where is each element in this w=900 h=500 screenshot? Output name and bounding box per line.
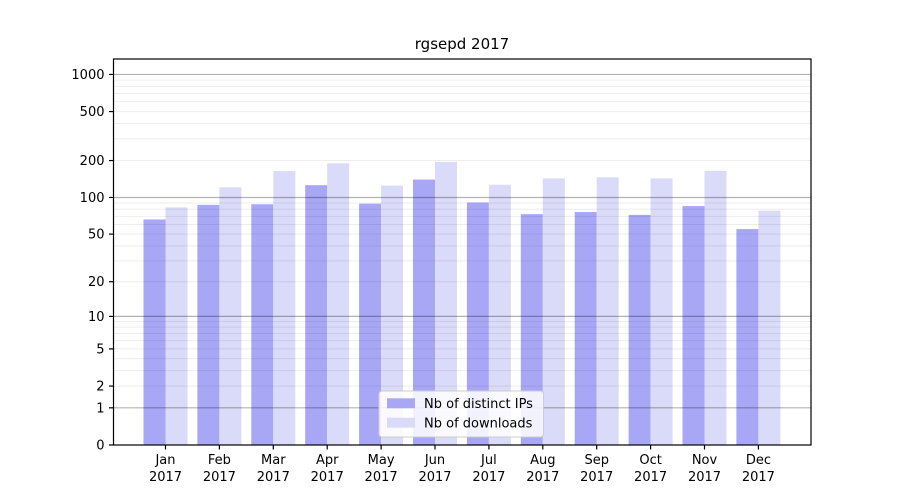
bar-downloads <box>704 170 727 445</box>
y-tick-label: 5 <box>96 342 104 357</box>
x-tick-label-year: 2017 <box>365 470 398 485</box>
plot-border <box>112 58 812 446</box>
bar-downloads <box>758 210 781 445</box>
x-tick-label-year: 2017 <box>203 470 236 485</box>
bar-downloads <box>542 178 565 445</box>
bar-downloads <box>165 207 188 445</box>
bar-downloads <box>327 163 350 446</box>
x-tick-label-year: 2017 <box>418 470 451 485</box>
x-tick-label-year: 2017 <box>526 470 559 485</box>
bar-downloads <box>650 178 673 445</box>
x-tick-label-month: Dec <box>746 453 771 468</box>
bar-distinct-ips <box>305 185 328 445</box>
x-tick-label-year: 2017 <box>742 470 775 485</box>
bar-downloads <box>219 187 242 445</box>
y-tick-label: 50 <box>88 228 105 243</box>
y-tick-label: 100 <box>80 191 105 206</box>
bar-downloads <box>273 171 296 445</box>
x-tick-label-year: 2017 <box>257 470 290 485</box>
x-tick-label-year: 2017 <box>472 470 505 485</box>
x-tick-label-month: May <box>368 453 395 468</box>
bar-downloads <box>381 185 404 445</box>
x-tick-label-month: Jun <box>424 453 445 468</box>
y-tick-label: 1 <box>96 401 104 416</box>
bar-distinct-ips <box>574 212 597 445</box>
chart-title: rgsepd 2017 <box>414 35 510 53</box>
legend-swatch-downloads <box>387 417 415 428</box>
legend-label: Nb of downloads <box>424 416 533 431</box>
x-tick-label-year: 2017 <box>311 470 344 485</box>
y-tick-label: 500 <box>80 105 105 120</box>
y-tick-label: 2 <box>96 380 104 395</box>
x-tick-label-year: 2017 <box>149 470 182 485</box>
bar-distinct-ips <box>413 179 435 445</box>
x-tick-label-month: Jul <box>480 453 497 468</box>
legend-box <box>378 390 544 438</box>
x-tick-label-year: 2017 <box>634 470 667 485</box>
x-tick-label-month: Apr <box>316 453 339 468</box>
x-tick-label-month: Mar <box>261 453 286 468</box>
legend-label: Nb of distinct IPs <box>424 397 533 412</box>
bar-distinct-ips <box>682 206 705 445</box>
x-tick-label-month: Feb <box>208 453 231 468</box>
bar-downloads <box>435 161 457 445</box>
x-tick-label-month: Nov <box>692 453 718 468</box>
x-tick-label-month: Sep <box>584 453 609 468</box>
bar-distinct-ips <box>251 204 274 445</box>
x-tick-label-year: 2017 <box>580 470 613 485</box>
bar-distinct-ips <box>143 219 166 445</box>
bar-distinct-ips <box>359 203 382 445</box>
bar-distinct-ips <box>736 229 759 445</box>
bar-downloads <box>596 177 619 445</box>
x-tick-label-year: 2017 <box>688 470 721 485</box>
bar-downloads <box>488 184 511 445</box>
y-tick-label: 200 <box>80 154 105 169</box>
bar-distinct-ips <box>466 202 489 445</box>
y-tick-label: 1000 <box>71 68 104 83</box>
y-tick-label: 10 <box>88 310 105 325</box>
x-tick-label-month: Jan <box>154 453 175 468</box>
legend-swatch-distinct-ips <box>387 398 415 409</box>
bar-distinct-ips <box>520 214 543 445</box>
x-tick-label-month: Aug <box>530 453 555 468</box>
bar-distinct-ips <box>197 204 220 445</box>
y-tick-label: 20 <box>88 275 105 290</box>
y-tick-label: 0 <box>96 439 104 454</box>
bar-distinct-ips <box>628 214 651 445</box>
x-tick-label-month: Oct <box>639 453 661 468</box>
